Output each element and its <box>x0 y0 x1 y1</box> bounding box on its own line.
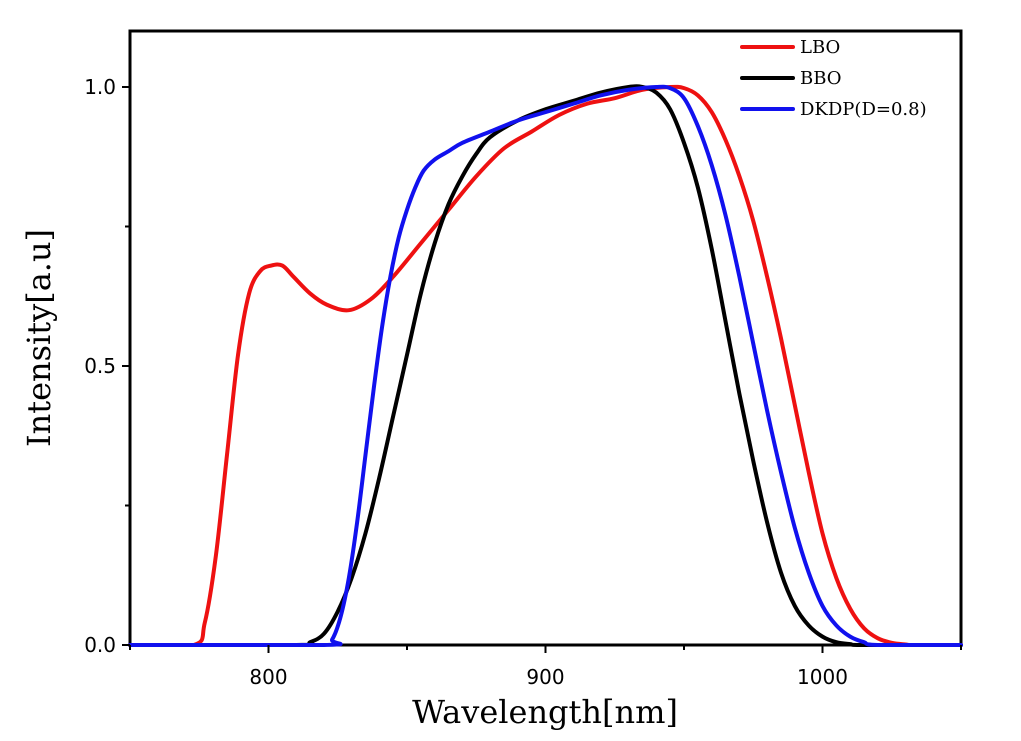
legend-label-dkdp-d-0-8: DKDP(D=0.8) <box>800 99 927 120</box>
x-tick-label: 800 <box>249 665 287 689</box>
legend: LBO BBO DKDP(D=0.8) <box>740 37 927 120</box>
x-tick-label: 900 <box>526 665 564 689</box>
series-line-bbo <box>128 84 963 648</box>
legend-label-bbo: BBO <box>800 68 842 89</box>
x-axis-title: Wavelength[nm] <box>412 693 678 731</box>
legend-label-lbo: LBO <box>800 37 840 58</box>
plot-frame <box>128 29 963 647</box>
y-axis-title: Intensity[a.u] <box>20 229 58 447</box>
series-line-dkdp-d-0-8 <box>128 84 963 648</box>
ticks-layer: 800 900 1000 0.0 0.5 1.0 <box>84 75 962 689</box>
series-layer <box>128 84 963 648</box>
y-tick-label: 0.0 <box>84 633 116 657</box>
x-tick-label: 1000 <box>797 665 848 689</box>
series-line-lbo <box>128 84 963 647</box>
y-tick-label: 1.0 <box>84 75 116 99</box>
y-tick-label: 0.5 <box>84 354 116 378</box>
